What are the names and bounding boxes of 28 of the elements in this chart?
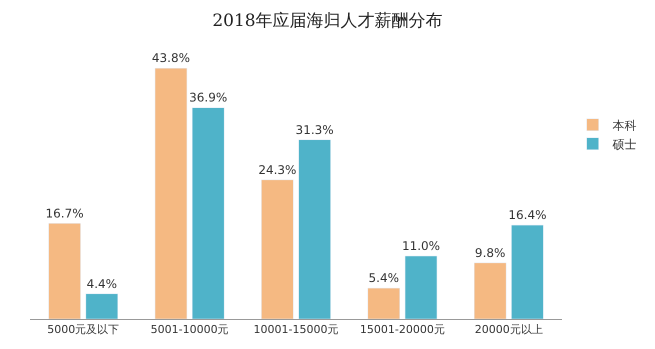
chart-title: 2018年应届海归人才薪酬分布 bbox=[212, 10, 443, 31]
x-tick-label: 15001-20000元 bbox=[360, 323, 445, 336]
bar bbox=[368, 288, 400, 319]
bar bbox=[474, 262, 506, 319]
data-label: 9.8% bbox=[474, 246, 506, 260]
bar bbox=[261, 180, 294, 319]
bar bbox=[154, 68, 188, 319]
bar bbox=[404, 256, 438, 319]
x-tick-label: 20000元以上 bbox=[474, 323, 543, 336]
bar bbox=[48, 223, 81, 319]
bar bbox=[86, 294, 118, 319]
data-label: 5.4% bbox=[368, 271, 400, 286]
data-label: 11.0% bbox=[402, 239, 440, 254]
legend-label: 本科 bbox=[612, 118, 637, 132]
data-label: 4.4% bbox=[86, 276, 118, 291]
bar bbox=[298, 140, 331, 319]
legend-label: 硕士 bbox=[612, 137, 637, 152]
data-label: 36.9% bbox=[189, 90, 228, 105]
data-label: 16.7% bbox=[46, 206, 84, 220]
bar bbox=[192, 107, 224, 319]
x-tick-label: 5000元及以下 bbox=[47, 323, 120, 336]
data-label: 31.3% bbox=[296, 122, 334, 137]
data-label: 24.3% bbox=[258, 162, 296, 177]
x-tick-label: 5001-10000元 bbox=[150, 323, 229, 336]
data-label: 43.8% bbox=[152, 51, 190, 66]
bar bbox=[511, 224, 544, 319]
data-label: 16.4% bbox=[508, 208, 546, 222]
x-tick-label: 10001-15000元 bbox=[254, 323, 338, 336]
